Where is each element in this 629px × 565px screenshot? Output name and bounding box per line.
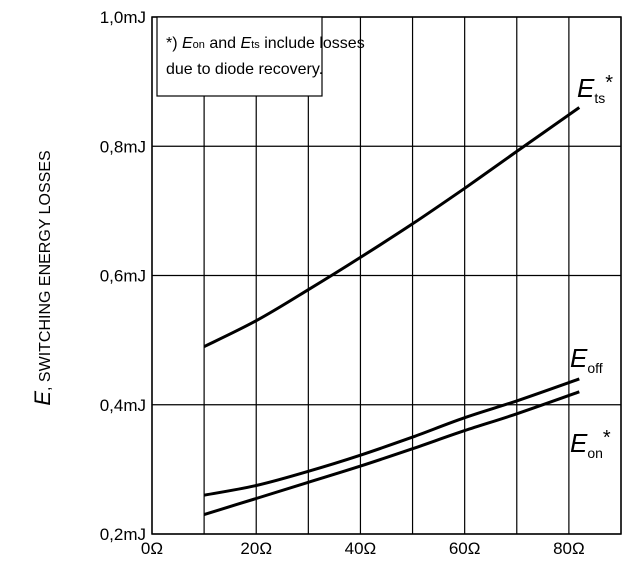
- x-tick-label: 40Ω: [345, 539, 377, 558]
- x-tick-label: 0Ω: [141, 539, 163, 558]
- annotation-line-2: due to diode recovery.: [166, 61, 323, 78]
- series-group: [203, 106, 581, 517]
- series-line-1: [203, 377, 580, 497]
- y-tick-label: 0,8mJ: [100, 137, 146, 156]
- series-label-eoff: Eoff: [570, 343, 603, 376]
- annotation-line-1: *) Eon and Ets include losses: [166, 35, 365, 52]
- y-tick-label: 0,6mJ: [100, 267, 146, 286]
- x-tick-label: 60Ω: [449, 539, 481, 558]
- y-tick-label: 0,4mJ: [100, 396, 146, 415]
- series-line-0: [203, 106, 581, 348]
- series-label-ets: Ets*: [577, 72, 613, 106]
- series-label-eon: Eon*: [570, 427, 611, 461]
- y-tick-labels: 0,2mJ 0,4mJ 0,6mJ 0,8mJ 1,0mJ: [100, 8, 146, 544]
- y-axis-label: E, SWITCHING ENERGY LOSSES: [30, 150, 55, 405]
- plot-frame: [151, 16, 622, 535]
- y-tick-label: 1,0mJ: [100, 8, 146, 27]
- x-tick-labels: 0Ω 20Ω 40Ω 60Ω 80Ω: [141, 539, 585, 558]
- series-line-2: [203, 390, 580, 517]
- x-tick-label: 20Ω: [240, 539, 272, 558]
- y-tick-label: 0,2mJ: [100, 525, 146, 544]
- x-tick-label: 80Ω: [553, 539, 585, 558]
- annotation-box: [156, 16, 323, 97]
